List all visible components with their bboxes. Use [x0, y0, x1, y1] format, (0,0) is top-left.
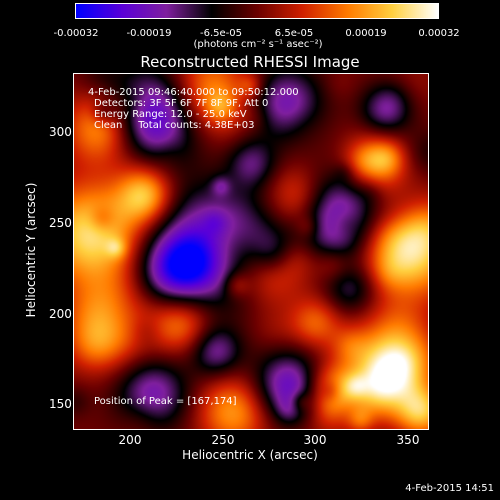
heatmap-image: [74, 74, 428, 429]
colorbar-tick-label: -6.5e-05: [200, 28, 242, 39]
x-tick-label: 300: [303, 433, 327, 447]
colorbar-tick-label: -0.00032: [53, 28, 99, 39]
x-tick-label: 350: [396, 433, 420, 447]
plot-frame: [73, 73, 429, 430]
method-annotation: Clean Total counts: 4.38E+03: [94, 120, 255, 131]
y-tick-label: 150: [49, 397, 72, 411]
energy-range-annotation: Energy Range: 12.0 - 25.0 keV: [94, 109, 247, 120]
detectors-annotation: Detectors: 3F 5F 6F 7F 8F 9F, Att 0: [94, 98, 269, 109]
colorbar: [75, 3, 439, 19]
x-axis-label: Heliocentric X (arcsec): [182, 448, 318, 462]
y-tick-label: 250: [49, 216, 72, 230]
colorbar-tick-label: 6.5e-05: [274, 28, 314, 39]
footer-datestamp: 4-Feb-2015 14:51: [405, 483, 494, 494]
time-range-annotation: 4-Feb-2015 09:46:40.000 to 09:50:12.000: [88, 87, 299, 98]
colorbar-tick-label: 0.00032: [418, 28, 460, 39]
peak-annotation: Position of Peak = [167,174]: [94, 396, 237, 407]
x-tick-label: 250: [211, 433, 235, 447]
colorbar-tick-label: 0.00019: [345, 28, 387, 39]
y-tick-label: 200: [49, 307, 72, 321]
y-tick-label: 300: [49, 125, 72, 139]
colorbar-units: (photons cm⁻² s⁻¹ asec⁻²): [193, 39, 323, 50]
y-axis-label: Heliocentric Y (arcsec): [24, 182, 38, 318]
chart-title: Reconstructed RHESSI Image: [140, 53, 360, 71]
colorbar-tick-label: -0.00019: [126, 28, 172, 39]
x-tick-label: 200: [118, 433, 142, 447]
